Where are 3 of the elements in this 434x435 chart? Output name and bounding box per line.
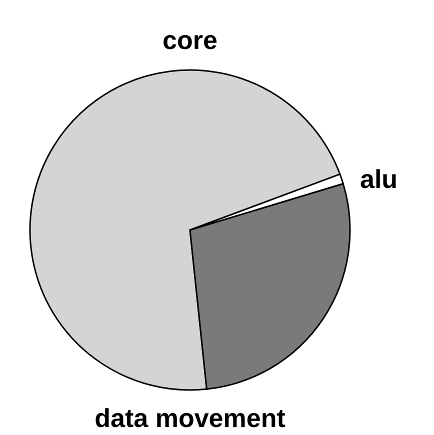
slice-label: data movement (94, 403, 286, 433)
slice-label: core (162, 25, 218, 55)
slice-label: alu (360, 164, 398, 194)
